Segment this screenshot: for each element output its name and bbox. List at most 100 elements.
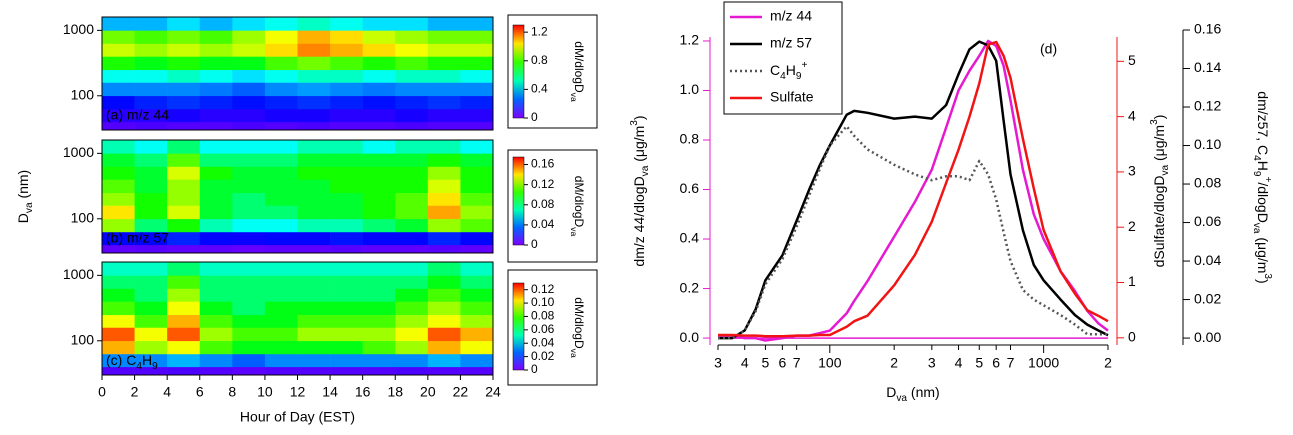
heat-cell — [232, 69, 266, 83]
heat-cell — [264, 327, 298, 342]
heat-cell — [362, 231, 396, 246]
text-part: C — [770, 62, 780, 78]
x-tick-label: 4 — [741, 355, 749, 371]
heat-cell — [232, 192, 266, 206]
heat-cell — [264, 17, 298, 31]
annotation: (d) — [1040, 41, 1057, 57]
text-part: va — [569, 227, 579, 236]
heat-cell — [134, 153, 168, 167]
heat-cell — [264, 192, 298, 206]
colorbar-tick-label: 0.08 — [531, 197, 555, 211]
legend-label: m/z 57 — [770, 35, 812, 51]
heat-cell — [102, 314, 135, 328]
series-line — [718, 125, 1108, 340]
heat-cell — [167, 244, 201, 254]
panel-label: (a) m/z 44 — [106, 107, 169, 123]
heat-cell — [395, 288, 429, 302]
heat-cell — [427, 82, 461, 97]
heat-cell — [362, 262, 396, 276]
text-part: /dlogD — [1255, 182, 1271, 222]
heat-cell — [330, 153, 363, 167]
text-part: 4 — [136, 361, 142, 372]
text-part: (μg/m — [1151, 125, 1167, 165]
colorbar-tick-label: 0.04 — [531, 217, 555, 231]
heat-cell — [102, 262, 135, 276]
heat-cell — [167, 56, 201, 71]
y-axis-title: Dva (nm) — [15, 170, 35, 223]
colorbar-title: dM/dlogDva — [569, 176, 586, 237]
colorbar-tick-label: 0.12 — [531, 177, 555, 191]
heat-cell — [362, 108, 396, 123]
heat-cell — [232, 121, 266, 131]
heat-cell — [460, 314, 494, 328]
text-part: 4 — [1251, 155, 1262, 161]
heat-cell — [362, 366, 396, 376]
heat-cell — [362, 121, 396, 131]
legend-label: m/z 44 — [770, 8, 812, 24]
heat-cell — [330, 179, 363, 194]
text-part: 3 — [629, 120, 640, 126]
heat-cell — [167, 218, 201, 233]
text-part: + — [1262, 176, 1273, 182]
heat-cell — [330, 82, 363, 97]
y-tick-label: 0.8 — [680, 131, 700, 147]
heat-cell — [199, 30, 233, 44]
heat-cell — [395, 218, 429, 233]
heat-cell — [264, 218, 298, 233]
heat-cell — [102, 231, 135, 246]
y-tick-label: 100 — [71, 86, 95, 102]
heat-cell — [297, 43, 331, 57]
heat-cell — [297, 262, 331, 276]
heat-cell — [460, 192, 494, 206]
heat-cell — [460, 43, 494, 57]
heat-cell — [134, 108, 168, 123]
heat-cell — [102, 69, 135, 83]
text-part: D — [886, 384, 896, 400]
heat-cell — [199, 95, 233, 110]
heat-cell — [297, 108, 331, 123]
heat-cell — [362, 340, 396, 355]
heat-cell — [167, 179, 201, 194]
heat-cell — [134, 231, 168, 246]
heat-cell — [167, 366, 201, 376]
plot-frame — [101, 16, 494, 131]
heat-cell — [264, 179, 298, 194]
heat-cell — [427, 140, 461, 154]
x-tick-label: 10 — [257, 384, 273, 400]
x-tick-label: 6 — [196, 384, 204, 400]
x-tick-label: 16 — [355, 384, 371, 400]
heat-cell — [102, 244, 135, 254]
heat-cell — [460, 218, 494, 233]
colorbar-tick-label: 1.2 — [531, 24, 548, 38]
heat-cell — [102, 205, 135, 220]
heat-cell — [102, 353, 135, 368]
heat-cell — [297, 288, 331, 302]
heat-cell — [362, 205, 396, 220]
heat-cell — [297, 231, 331, 246]
colorbar — [512, 156, 525, 246]
heat-cell — [167, 301, 201, 316]
heat-cell — [330, 69, 363, 83]
heat-cell — [102, 179, 135, 194]
text-part: va — [24, 202, 35, 213]
series-line — [718, 40, 1109, 338]
panel-label: (c) C4H9 — [106, 352, 158, 372]
heat-cell — [362, 179, 396, 194]
y-tick-label: 1000 — [63, 21, 94, 37]
heat-cell — [330, 108, 363, 123]
heat-cell — [167, 205, 201, 220]
heat-cell — [199, 340, 233, 355]
heat-cell — [232, 82, 266, 97]
heat-cell — [134, 218, 168, 233]
heat-cell — [167, 17, 201, 31]
heat-cell — [102, 43, 135, 57]
heat-cell — [167, 340, 201, 355]
heat-cell — [427, 95, 461, 110]
heat-cell — [167, 140, 201, 154]
y-tick-label: 0.0 — [680, 329, 700, 345]
heat-cell — [102, 166, 135, 180]
heat-cell — [102, 95, 135, 110]
text-part: ) — [1255, 279, 1271, 284]
heat-cell — [362, 153, 396, 167]
heat-cell — [330, 17, 363, 31]
